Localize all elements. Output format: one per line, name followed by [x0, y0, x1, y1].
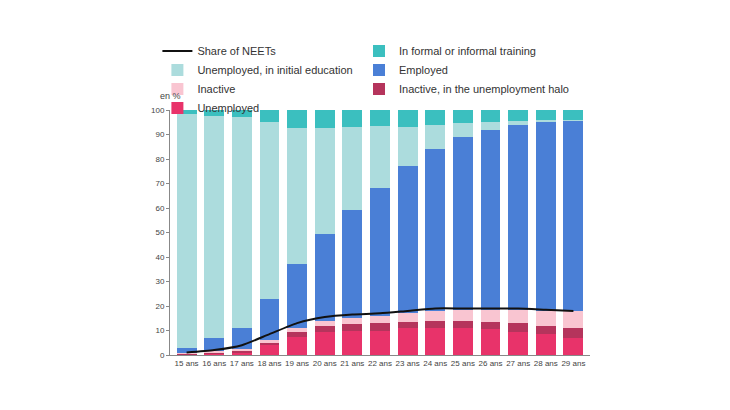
svg-text:80: 80 — [155, 155, 164, 164]
svg-text:0: 0 — [160, 351, 165, 360]
svg-text:40: 40 — [155, 253, 164, 262]
svg-text:20: 20 — [155, 302, 164, 311]
svg-text:90: 90 — [155, 130, 164, 139]
svg-text:70: 70 — [155, 179, 164, 188]
svg-text:30: 30 — [155, 277, 164, 286]
svg-text:28 ans: 28 ans — [534, 359, 558, 368]
svg-text:19 ans: 19 ans — [285, 359, 309, 368]
svg-text:Employed: Employed — [399, 64, 448, 76]
svg-text:50: 50 — [155, 228, 164, 237]
svg-text:Inactive: Inactive — [197, 83, 235, 95]
svg-text:100: 100 — [151, 106, 165, 115]
svg-text:Inactive, in the unemployment: Inactive, in the unemployment halo — [399, 83, 569, 95]
svg-text:60: 60 — [155, 204, 164, 213]
svg-text:26 ans: 26 ans — [479, 359, 503, 368]
svg-text:29 ans: 29 ans — [561, 359, 585, 368]
svg-text:Share of NEETs: Share of NEETs — [197, 45, 276, 57]
svg-text:Unemployed: Unemployed — [197, 102, 259, 114]
svg-text:Unemployed, in initial educati: Unemployed, in initial education — [197, 64, 352, 76]
svg-text:25 ans: 25 ans — [451, 359, 475, 368]
svg-text:23 ans: 23 ans — [396, 359, 420, 368]
svg-text:17 ans: 17 ans — [230, 359, 254, 368]
svg-text:21 ans: 21 ans — [340, 359, 364, 368]
svg-text:15 ans: 15 ans — [175, 359, 199, 368]
svg-text:20 ans: 20 ans — [313, 359, 337, 368]
svg-text:24 ans: 24 ans — [423, 359, 447, 368]
svg-text:18 ans: 18 ans — [257, 359, 281, 368]
svg-text:22 ans: 22 ans — [368, 359, 392, 368]
svg-text:27 ans: 27 ans — [506, 359, 530, 368]
svg-text:10: 10 — [155, 326, 164, 335]
svg-text:en %: en % — [160, 91, 181, 101]
svg-text:16 ans: 16 ans — [202, 359, 226, 368]
svg-text:In formal or informal training: In formal or informal training — [399, 45, 536, 57]
